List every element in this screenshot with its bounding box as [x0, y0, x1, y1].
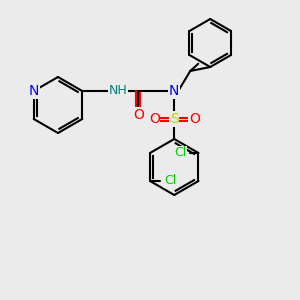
Text: N: N — [28, 84, 39, 98]
Text: O: O — [149, 112, 160, 126]
Text: S: S — [170, 112, 178, 126]
Text: O: O — [133, 108, 144, 122]
Text: N: N — [169, 84, 179, 98]
Text: O: O — [189, 112, 200, 126]
Text: Cl: Cl — [164, 175, 176, 188]
Text: Cl: Cl — [174, 146, 187, 160]
Text: NH: NH — [109, 85, 128, 98]
